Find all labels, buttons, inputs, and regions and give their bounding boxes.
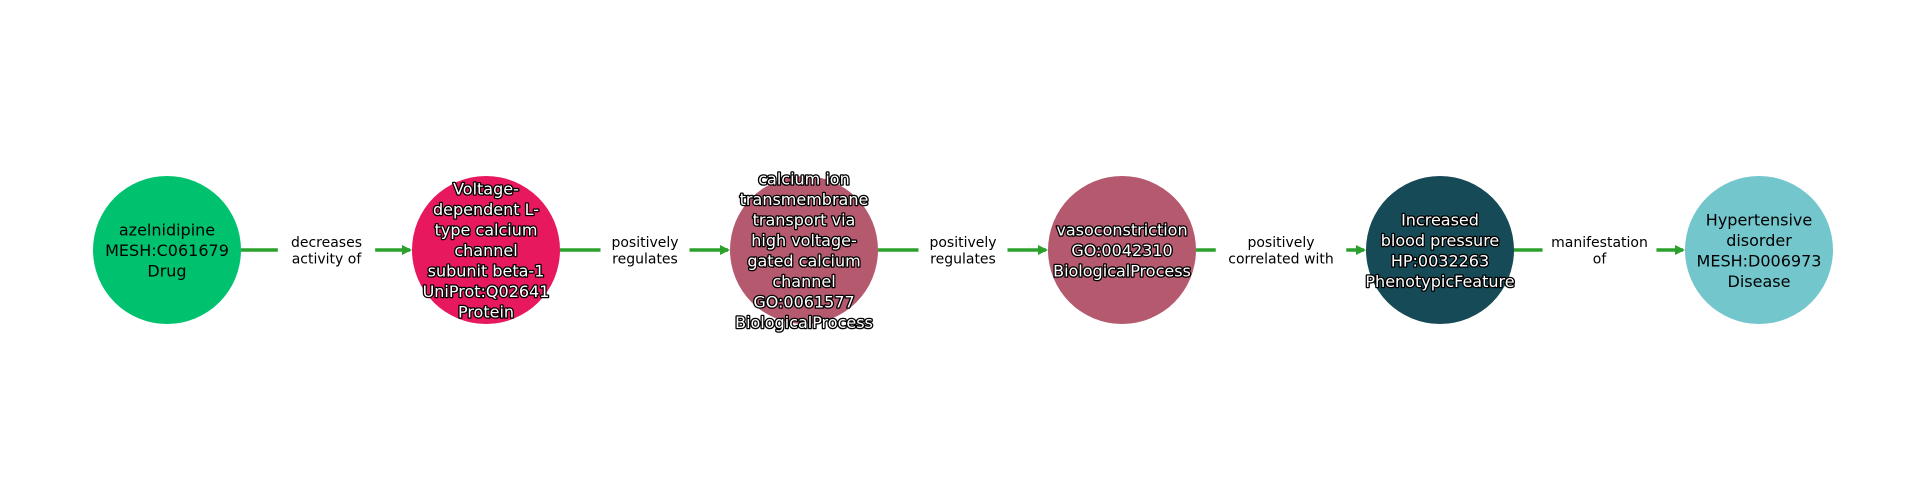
- node-label: azelnidipine MESH:C061679 Drug: [105, 221, 229, 281]
- edge-label: positively regulates: [611, 235, 678, 268]
- node-label-line: high voltage-: [751, 231, 857, 250]
- node-circle: [1048, 176, 1196, 324]
- node-label: vasoconstriction GO:0042310 BiologicalProc…: [1053, 221, 1191, 281]
- node-label: calcium ion transmembrane transport via hig…: [735, 169, 873, 332]
- node-label-line: type calcium: [435, 221, 538, 240]
- edge-label-line: activity of: [292, 251, 363, 267]
- node-label: Increased blood pressure HP:0032263 Phenoty…: [1365, 210, 1514, 291]
- node-label-line: BiologicalProcess: [735, 313, 873, 332]
- node-label-line: calcium ion: [758, 169, 849, 188]
- edge-3: positively correlated with: [1196, 231, 1366, 269]
- node-circle: [730, 176, 878, 324]
- node-label-line: dependent L-: [433, 200, 539, 219]
- node-label: Hypertensive disorder MESH:D006973 Disease: [1697, 210, 1822, 291]
- node-0[interactable]: azelnidipine MESH:C061679 Drug: [93, 176, 241, 324]
- edge-label-background: [1542, 231, 1657, 269]
- edge-label-line: positively: [611, 235, 678, 251]
- edge-label-background: [918, 231, 1008, 269]
- node-label-line: azelnidipine: [119, 221, 215, 240]
- node-label-line: channel: [772, 272, 835, 291]
- edge-0: decreases activity of: [241, 231, 412, 269]
- edge-label-line: regulates: [612, 251, 678, 267]
- node-label-line: channel: [454, 241, 517, 260]
- edge-label-line: positively: [929, 235, 996, 251]
- edge-label-line: of: [1593, 251, 1608, 267]
- node-label-line: Increased: [1401, 210, 1479, 229]
- node-label-line: subunit beta-1: [428, 262, 545, 281]
- node-4[interactable]: Increased blood pressure HP:0032263 Phenoty…: [1364, 176, 1516, 324]
- edge-label-line: decreases: [291, 235, 362, 251]
- node-label-line: UniProt:Q02641: [423, 282, 550, 301]
- node-label-line: HP:0032263: [1391, 251, 1489, 270]
- nodes-layer: azelnidipine MESH:C061679 Drug Voltage-depe…: [93, 168, 1833, 333]
- node-3[interactable]: vasoconstriction GO:0042310 BiologicalProc…: [1048, 176, 1196, 324]
- node-circle: [1685, 176, 1833, 324]
- node-2[interactable]: calcium ion transmembrane transport via hig…: [730, 168, 878, 333]
- node-label-line: PhenotypicFeature: [1365, 272, 1514, 291]
- edge-label: decreases activity of: [291, 235, 362, 268]
- edge-label-background: [600, 231, 690, 269]
- node-circle: [93, 176, 241, 324]
- node-label-line: Protein: [458, 303, 514, 322]
- node-label-line: Drug: [147, 262, 186, 281]
- node-label-line: transmembrane: [740, 190, 869, 209]
- node-label-line: vasoconstriction: [1056, 221, 1187, 240]
- node-label-line: GO:0042310: [1071, 241, 1172, 260]
- edge-label: positively correlated with: [1228, 235, 1333, 268]
- edge-label-background: [277, 231, 376, 269]
- node-label-line: MESH:C061679: [105, 241, 229, 260]
- node-label: Voltage-dependent L-type calcium channel s…: [423, 180, 550, 322]
- edge-label-line: positively: [1247, 235, 1314, 251]
- edge-label-line: correlated with: [1228, 251, 1333, 267]
- node-circle: [412, 176, 560, 324]
- node-5[interactable]: Hypertensive disorder MESH:D006973 Disease: [1685, 176, 1833, 324]
- node-circle: [1366, 176, 1514, 324]
- edge-2: positively regulates: [878, 231, 1048, 269]
- node-label-line: Disease: [1728, 272, 1791, 291]
- node-label-line: blood pressure: [1381, 231, 1500, 250]
- edge-1: positively regulates: [560, 231, 730, 269]
- node-label-line: Voltage-: [453, 180, 519, 199]
- edge-label-line: manifestation: [1551, 235, 1648, 251]
- node-label-line: disorder: [1726, 231, 1792, 250]
- node-label-line: MESH:D006973: [1697, 251, 1822, 270]
- edge-label-background: [1215, 231, 1347, 269]
- edge-label: manifestation of: [1551, 235, 1648, 268]
- edge-label-line: regulates: [930, 251, 996, 267]
- edge-4: manifestation of: [1514, 231, 1685, 269]
- node-label-line: BiologicalProcess: [1053, 262, 1191, 281]
- edge-label: positively regulates: [929, 235, 996, 268]
- node-label-line: GO:0061577: [753, 292, 854, 311]
- node-label-line: Hypertensive: [1706, 210, 1812, 229]
- node-label-line: transport via: [753, 210, 856, 229]
- node-1[interactable]: Voltage-dependent L-type calcium channel s…: [412, 176, 560, 324]
- node-label-line: gated calcium: [747, 251, 860, 270]
